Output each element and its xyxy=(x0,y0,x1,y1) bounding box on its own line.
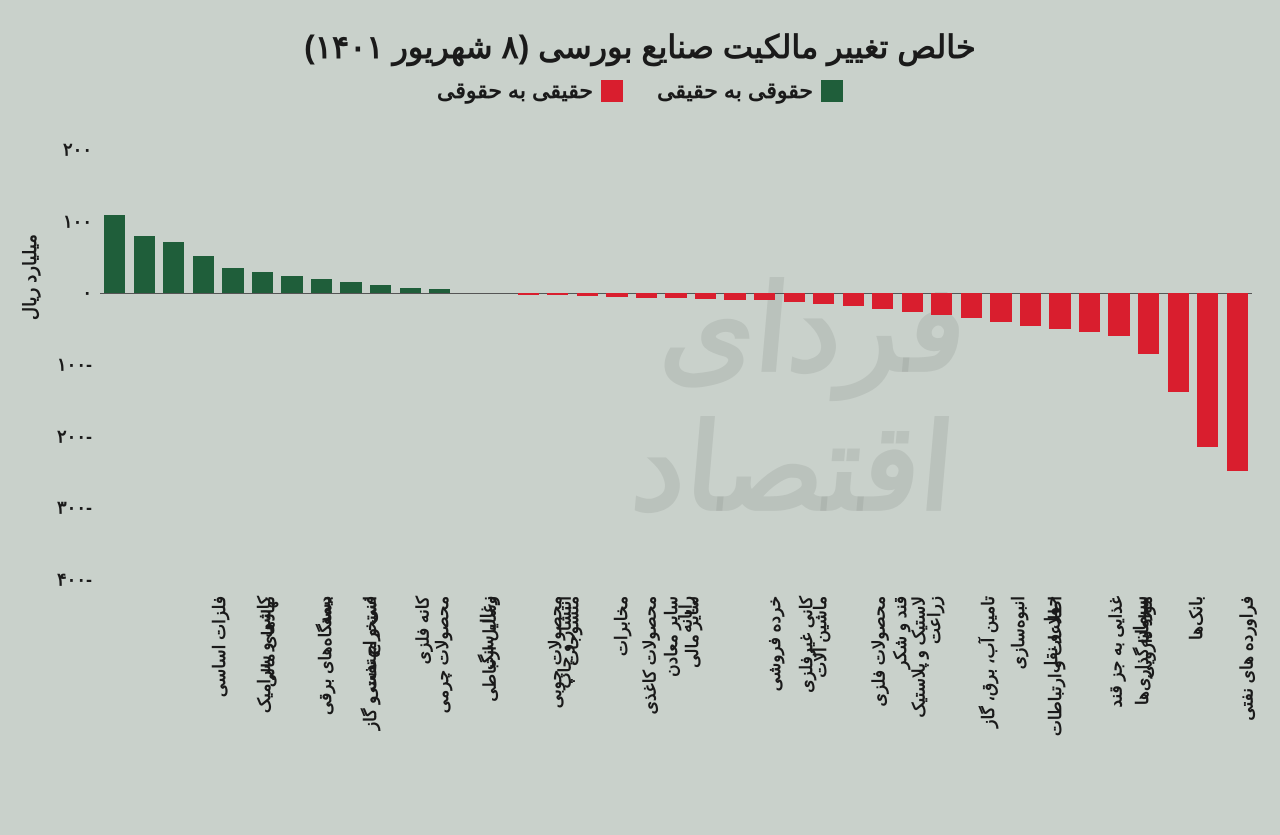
legend-label-positive: حقوقی به حقیقی xyxy=(657,78,813,104)
legend-item-positive: حقوقی به حقیقی xyxy=(657,78,843,104)
bar xyxy=(252,272,273,294)
legend-swatch-negative xyxy=(601,80,623,102)
y-tick: ۱۰۰ xyxy=(0,211,92,232)
bar xyxy=(754,293,775,300)
x-label: مخابرات xyxy=(612,596,632,656)
bar xyxy=(931,293,952,315)
y-tick: -۱۰۰ xyxy=(0,355,92,376)
x-label: زراعت xyxy=(925,596,945,644)
bar xyxy=(695,293,716,299)
x-label: فنی و مهندسی xyxy=(361,596,381,701)
x-label: زغال سنگ xyxy=(478,596,498,670)
bar xyxy=(222,268,243,293)
bar xyxy=(1079,293,1100,332)
x-label: تامین آب، برق، گاز xyxy=(979,596,999,728)
x-label: فراورده های نفتی xyxy=(1238,596,1258,721)
bar xyxy=(784,293,805,302)
bar xyxy=(518,293,539,294)
bar xyxy=(163,242,184,294)
bar xyxy=(990,293,1011,322)
bar xyxy=(193,256,214,293)
x-label: فلزات اساسی xyxy=(210,596,230,697)
bar xyxy=(104,215,125,294)
bar xyxy=(1108,293,1129,336)
y-tick: ۲۰۰ xyxy=(0,140,92,161)
bar xyxy=(1197,293,1218,447)
legend: حقوقی به حقیقی حقیقی به حقوقی xyxy=(0,78,1280,108)
x-label: محصولات کاغذی xyxy=(641,596,661,714)
legend-item-negative: حقیقی به حقوقی xyxy=(437,78,623,104)
legend-label-negative: حقیقی به حقوقی xyxy=(437,78,593,104)
bar xyxy=(665,293,686,298)
x-label: سیمان xyxy=(1130,596,1150,643)
bar xyxy=(902,293,923,312)
y-tick: ۰ xyxy=(0,283,92,304)
x-label: خرده فروشی xyxy=(765,596,785,691)
y-tick: -۲۰۰ xyxy=(0,426,92,447)
x-label: بانک‌ها xyxy=(1187,596,1207,640)
x-label: حمل و نقل xyxy=(1042,596,1062,673)
bar xyxy=(1138,293,1159,354)
x-label: محصولات فلزی xyxy=(869,596,889,706)
x-label: بیمه xyxy=(315,596,335,625)
plot-area xyxy=(100,150,1252,580)
legend-swatch-positive xyxy=(821,80,843,102)
bar xyxy=(606,293,627,297)
bar xyxy=(813,293,834,304)
bar xyxy=(134,236,155,293)
x-labels: فلزات اساسیکاشی و سرامیکنهادهای مالیدستگ… xyxy=(100,590,1252,820)
bar xyxy=(429,289,450,293)
x-label: کانه فلزی xyxy=(413,596,433,664)
bar xyxy=(1020,293,1041,325)
bar xyxy=(577,293,598,296)
bar xyxy=(370,285,391,294)
bar xyxy=(1049,293,1070,329)
x-label: نهادهای مالی xyxy=(259,596,279,687)
bar xyxy=(1168,293,1189,392)
bar xyxy=(843,293,864,306)
bar xyxy=(311,279,332,293)
bar xyxy=(872,293,893,309)
x-label: محصولات چرمی xyxy=(433,596,453,713)
y-axis-label: میلیارد ریال xyxy=(20,234,41,320)
x-label: غذایی به جز قند xyxy=(1106,596,1126,708)
x-label: ماشین آلات xyxy=(811,596,831,678)
x-label: منسوجات xyxy=(563,596,583,666)
bar xyxy=(547,293,568,295)
x-label: رایانه xyxy=(677,596,697,633)
bar xyxy=(340,282,361,293)
y-tick: -۳۰۰ xyxy=(0,498,92,519)
x-label: انبوه‌سازی xyxy=(1009,596,1029,669)
bars-layer xyxy=(100,150,1252,580)
y-tick: -۴۰۰ xyxy=(0,570,92,591)
bar xyxy=(961,293,982,318)
x-label: قند و شکر xyxy=(891,596,911,669)
bar xyxy=(636,293,657,297)
bar xyxy=(400,288,421,294)
bar xyxy=(281,276,302,293)
chart-title: خالص تغییر مالکیت صنایع بورسی (۸ شهریور … xyxy=(0,0,1280,66)
bar xyxy=(724,293,745,299)
bar xyxy=(1227,293,1248,471)
